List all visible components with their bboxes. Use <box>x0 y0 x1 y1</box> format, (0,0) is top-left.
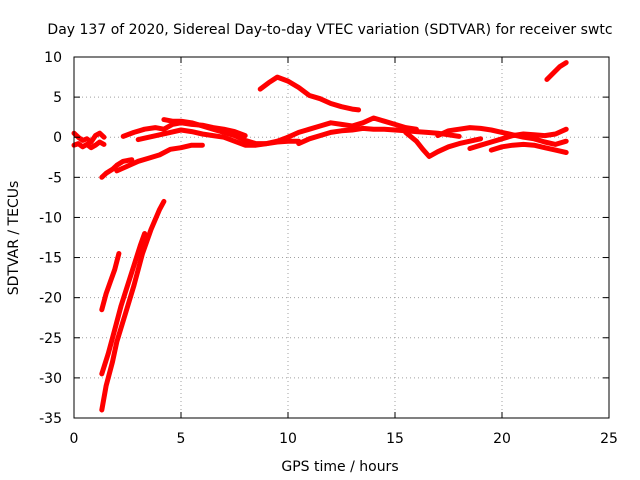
y-tick-label: -15 <box>39 251 62 267</box>
series-arc-steep-short <box>99 251 122 313</box>
series-arc-midday-a <box>285 115 419 140</box>
y-axis: 10 5 0 -5 -10 -15 -20 -25 -30 -35 <box>39 50 609 427</box>
y-tick-label: 5 <box>53 90 62 106</box>
plot-frame <box>73 56 610 419</box>
series-arc-late-high <box>544 60 569 82</box>
series-arc-morning-c <box>161 117 291 147</box>
series-arc-steep-long <box>99 198 167 413</box>
x-axis-label: GPS time / hours <box>281 459 398 475</box>
series-arc-afternoon-a <box>435 125 569 147</box>
grid <box>74 57 609 418</box>
x-tick-label: 25 <box>600 431 618 447</box>
x-tick-label: 10 <box>279 431 297 447</box>
x-axis: 0 5 10 15 20 25 <box>70 57 618 447</box>
y-axis-label: SDTVAR / TECUs <box>6 181 22 296</box>
chart-title: Day 137 of 2020, Sidereal Day-to-day VTE… <box>47 22 612 38</box>
y-tick-label: -30 <box>39 371 62 387</box>
y-tick-label: 0 <box>53 130 62 146</box>
series-arc-early-near-zero <box>71 139 107 151</box>
y-tick-label: 10 <box>44 50 62 66</box>
x-tick-label: 15 <box>386 431 404 447</box>
y-tick-label: -5 <box>48 170 62 186</box>
series-arc-afternoon-b <box>467 126 569 151</box>
series-arc-afternoon-dip <box>403 129 484 159</box>
series-arc-descent-1 <box>99 157 135 180</box>
y-tick-label: -25 <box>39 331 62 347</box>
series-arc-midday-b <box>296 125 462 147</box>
series-arc-afternoon-c <box>488 141 569 155</box>
y-tick-label: -10 <box>39 210 62 226</box>
x-tick-label: 0 <box>70 431 79 447</box>
y-tick-label: -35 <box>39 411 62 427</box>
series-arc-steep-mid <box>99 231 148 377</box>
series-arc-early-spike <box>71 130 107 145</box>
y-tick-label: -20 <box>39 291 62 307</box>
series-layer <box>71 60 569 413</box>
x-tick-label: 5 <box>177 431 186 447</box>
series-arc-high <box>257 74 362 113</box>
x-tick-label: 20 <box>493 431 511 447</box>
series-arc-descent-2 <box>114 142 205 174</box>
